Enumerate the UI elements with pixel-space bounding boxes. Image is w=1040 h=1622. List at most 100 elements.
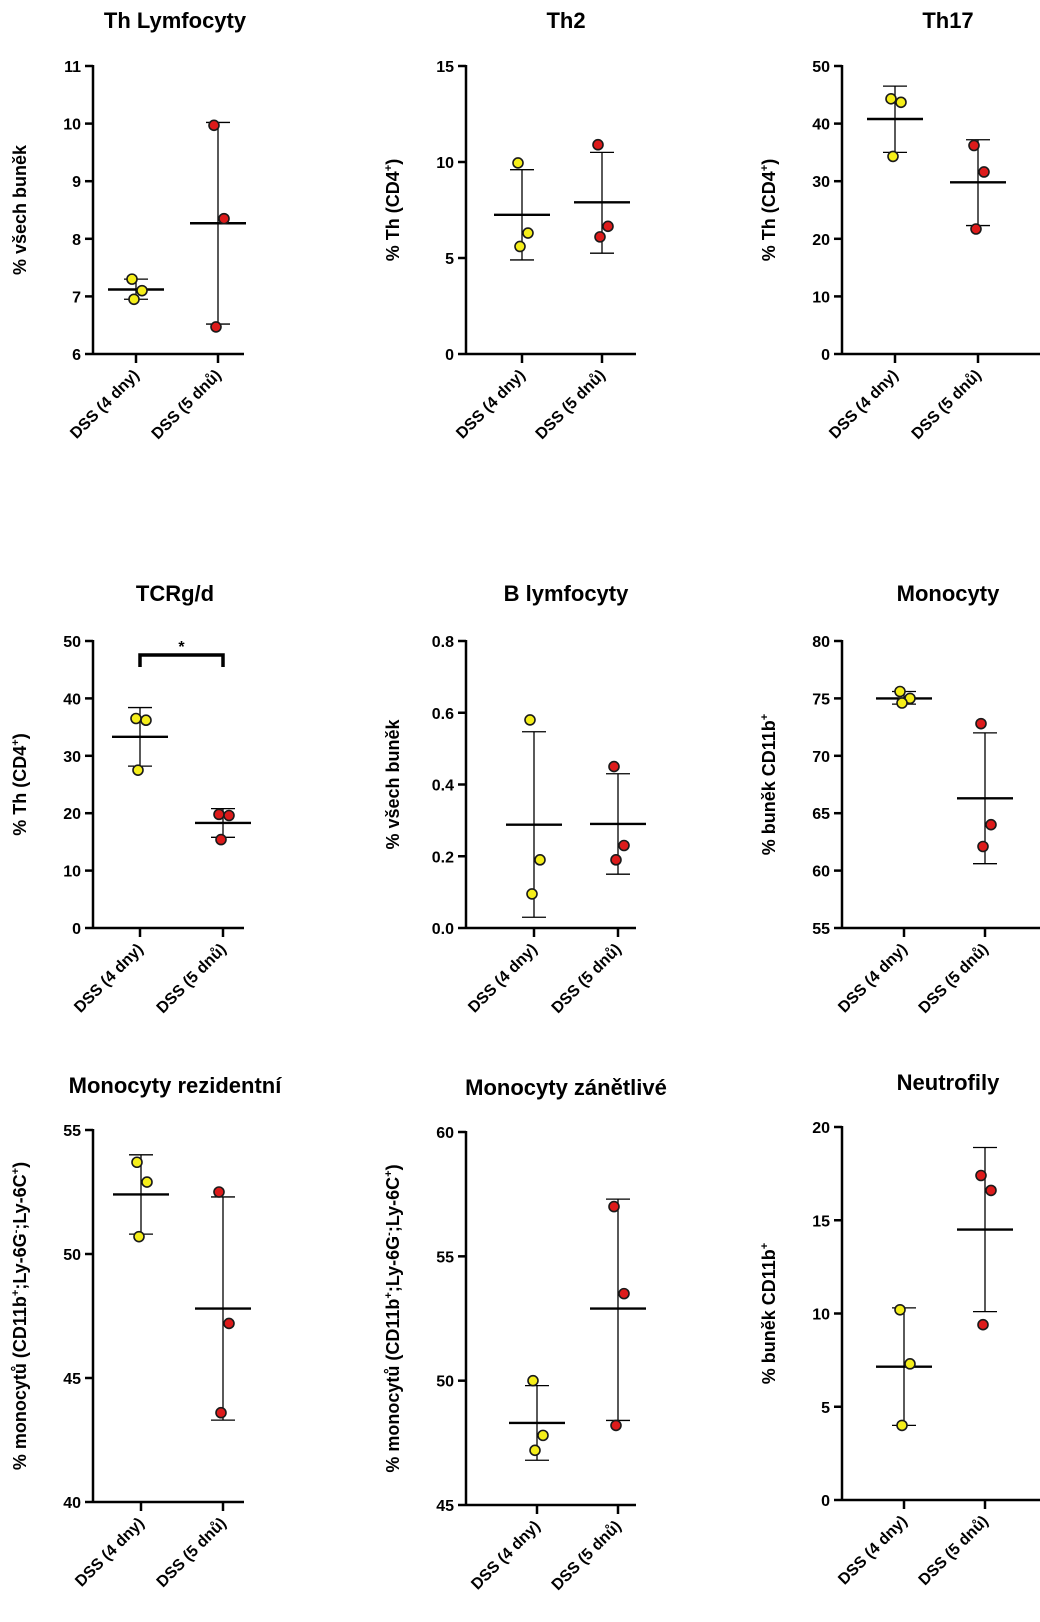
data-point-group1 [133,1230,145,1243]
chart-title: Th Lymfocyty [104,8,247,33]
y-tick-label: 10 [812,289,830,306]
y-axis-label: % Th (CD4+) [759,159,779,261]
y-tick-label: 65 [812,806,830,823]
y-tick-label: 0 [821,1493,830,1510]
data-point-group2 [602,220,614,233]
y-tick-label: 50 [63,1247,81,1264]
y-tick-label: 0 [821,347,830,364]
x-tick-label: DSS (4 dny) [67,367,143,443]
y-tick-label: 55 [812,921,830,938]
y-axis-label: % Th (CD4+) [383,159,403,261]
data-point-group2 [977,840,989,853]
y-tick-label: 40 [63,1495,81,1512]
data-point-group2 [968,139,980,152]
chart-title: Monocyty rezidentní [69,1073,283,1098]
y-tick-label: 5 [445,251,454,268]
y-tick-label: 7 [72,289,81,306]
data-point-group2 [975,1169,987,1182]
data-point-group1 [128,293,140,306]
data-point-group2 [215,1406,227,1419]
chart-panel-3: Th17 0 10 20 30 40 50 % Th (CD4+) DSS (4 dny) DSS… [759,8,1040,443]
y-tick-label: 20 [63,806,81,823]
significance-star: * [178,639,185,656]
y-tick-label: 0.6 [432,706,454,723]
y-tick-label: 60 [436,1125,454,1142]
y-tick-label: 0.2 [432,849,454,866]
data-point-group2 [223,1317,235,1330]
data-point-group2 [985,818,997,831]
y-tick-label: 6 [72,347,81,364]
data-point-group1 [896,1419,908,1432]
data-point-group1 [885,93,897,105]
y-tick-label: 0.8 [432,634,454,651]
chart-title: Neutrofily [897,1070,1000,1095]
data-point-group2 [215,833,227,846]
x-tick-label: DSS (4 dny) [72,1515,148,1591]
data-point-group1 [896,697,908,709]
y-tick-label: 11 [64,59,81,76]
y-tick-label: 40 [63,691,81,708]
x-tick-label: DSS (5 dnů) [549,1518,625,1594]
data-point-group1 [527,1374,539,1387]
data-point-group2 [618,839,630,852]
data-point-group2 [608,1200,620,1213]
data-point-group2 [978,166,990,178]
data-point-group2 [208,119,220,132]
data-point-group1 [126,273,138,285]
y-tick-label: 55 [63,1123,81,1140]
y-tick-label: 80 [812,634,830,651]
data-point-group1 [529,1444,541,1457]
data-point-group2 [223,809,235,822]
chart-title: Th17 [922,8,973,33]
chart-panel-7: Monocyty rezidentní 40 45 50 55 % monocytů (C… [10,1073,282,1591]
data-point-group2 [618,1287,630,1300]
data-point-group1 [136,284,148,297]
data-point-group2 [975,717,987,730]
y-axis-label: % všech buněk [383,718,403,849]
y-tick-label: 50 [812,59,830,76]
data-point-group2 [610,854,622,866]
chart-panel-4: TCRg/d 0 10 20 30 40 50 % Th (CD4+) DSS (4 dny) D… [10,581,251,1017]
data-point-group1 [534,854,546,866]
chart-title: Monocyty [897,581,1000,606]
y-tick-label: 0 [445,347,454,364]
y-axis-label: % monocytů (CD11b+;Ly-6G-;Ly-6C+) [10,1162,30,1470]
y-tick-label: 8 [72,232,81,249]
data-point-group2 [977,1318,989,1331]
chart-panel-8: Monocyty zánětlivé 45 50 55 60 % monocytů (CD… [383,1075,667,1594]
y-tick-label: 30 [63,749,81,766]
chart-panel-1: Th Lymfocyty 6 7 8 9 10 11 % všech buněk DSS (4 … [10,8,247,443]
y-tick-label: 10 [63,117,81,134]
y-tick-label: 70 [812,749,830,766]
x-tick-label: DSS (5 dnů) [909,367,985,443]
y-tick-label: 5 [821,1400,830,1417]
data-point-group2 [970,223,982,235]
chart-title: B lymfocyty [504,581,629,606]
y-tick-label: 50 [436,1374,454,1391]
data-point-group1 [526,888,538,900]
y-axis-label: % monocytů (CD11b+;Ly-6G-;Ly-6C+) [383,1164,403,1472]
chart-title: Th2 [546,8,585,33]
data-point-group1 [895,96,907,109]
x-tick-label: DSS (4 dny) [835,1513,911,1589]
x-tick-label: DSS (5 dnů) [533,367,609,443]
data-point-group2 [213,1186,225,1198]
chart-panel-9: Neutrofily 0 5 10 15 20 % buněk CD11b+ DSS (4 d… [759,1070,1040,1589]
x-tick-label: DSS (5 dnů) [154,1515,230,1591]
data-point-group2 [985,1184,997,1197]
y-axis-label: % buněk CD11b+ [759,714,779,855]
y-tick-label: 9 [72,174,81,191]
chart-panel-6: Monocyty 55 60 65 70 75 80 % buněk CD11b+ DSS (4… [759,581,1040,1017]
chart-title: TCRg/d [136,581,214,606]
chart-title: Monocyty zánětlivé [465,1075,667,1100]
data-point-group2 [610,1419,622,1432]
data-point-group1 [522,227,534,239]
data-point-group2 [218,212,230,225]
data-point-group2 [594,231,606,243]
data-point-group1 [130,712,142,725]
chart-panel-2: Th2 0 5 10 15 % Th (CD4+) DSS (4 dny) DSS (5 dn… [383,8,636,443]
data-point-group1 [887,150,899,163]
y-tick-label: 0.0 [432,921,454,938]
x-tick-label: DSS (4 dny) [826,367,902,443]
